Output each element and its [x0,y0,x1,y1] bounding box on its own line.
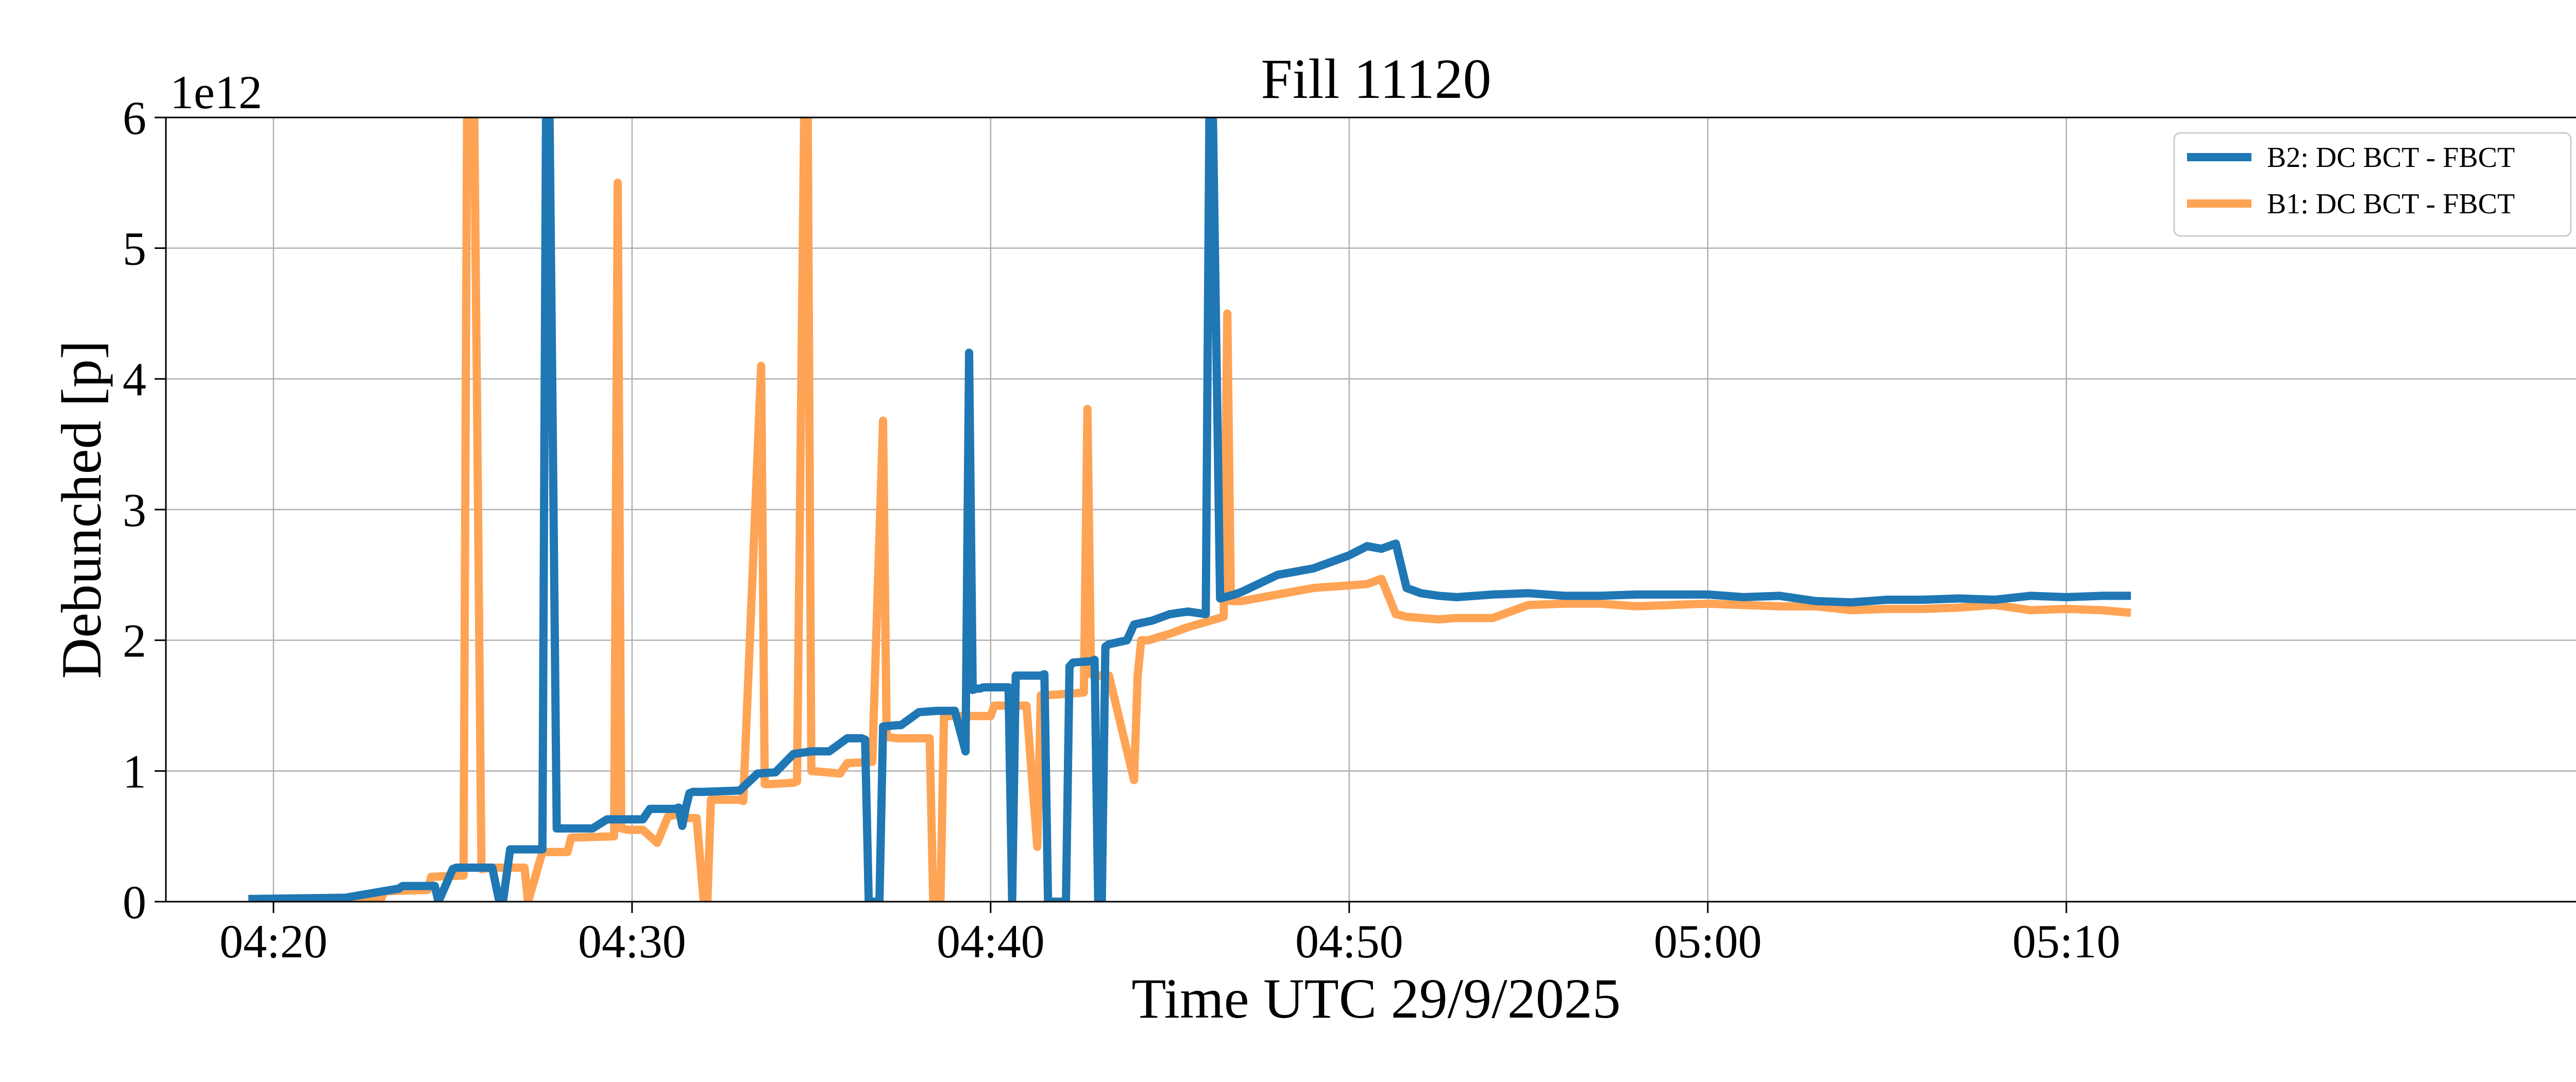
y-axis-ticks: 0 1 2 3 4 5 6 [123,92,166,928]
chart-title: Fill 11120 [1261,47,1491,110]
y-tick-label: 2 [123,615,146,667]
x-tick-label: 04:40 [937,915,1045,968]
y-tick-label: 5 [123,223,146,275]
y-axis-label: Debunched [p] [50,341,113,679]
x-tick-label: 05:10 [2012,915,2121,968]
x-tick-label: 04:20 [219,915,328,968]
series-line-b1 [248,117,2131,902]
series-line-b2 [248,117,2131,902]
legend-box [2173,132,2572,237]
x-axis-label: Time UTC 29/9/2025 [1131,967,1620,1030]
y-tick-label: 1 [123,745,146,798]
x-axis-ticks: 04:20 04:30 04:40 04:50 05:00 05:10 [219,902,2121,968]
y-axis-exponent: 1e12 [170,66,262,119]
legend-label-b1: B1: DC BCT - FBCT [2267,188,2515,220]
x-tick-label: 04:30 [578,915,686,968]
x-tick-label: 05:00 [1654,915,1762,968]
x-tick-label: 04:50 [1295,915,1403,968]
legend-label-b2: B2: DC BCT - FBCT [2267,142,2515,174]
y-tick-label: 3 [123,484,146,536]
y-tick-label: 4 [123,353,146,405]
legend: B2: DC BCT - FBCT B1: DC BCT - FBCT [2173,132,2572,237]
y-tick-label: 0 [123,876,146,928]
y-tick-label: 6 [123,92,146,144]
series-layer [248,117,2131,902]
